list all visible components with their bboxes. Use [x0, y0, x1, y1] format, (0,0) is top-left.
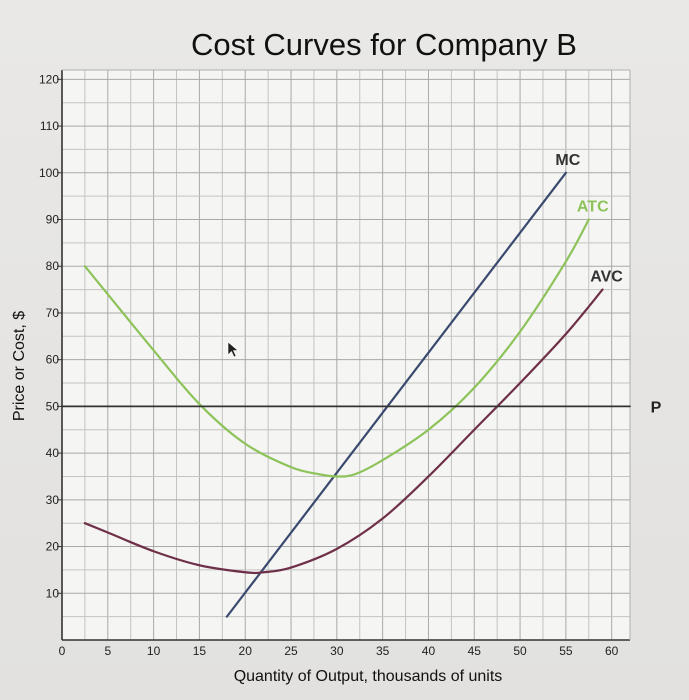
y-tick-label: 50	[46, 399, 60, 413]
plot-background	[62, 70, 630, 640]
y-tick-label: 100	[39, 166, 59, 180]
y-axis-label: Price or Cost, $	[11, 311, 28, 421]
series-label-avc: AVC	[590, 269, 623, 286]
y-tick-label: 120	[39, 72, 59, 86]
x-tick-label: 0	[59, 644, 66, 658]
y-tick-label: 80	[46, 259, 60, 273]
series-line-avc	[83, 288, 604, 575]
x-tick-label: 10	[147, 644, 161, 658]
series-label-mc: MC	[555, 152, 580, 169]
series-label-p: P	[651, 399, 662, 416]
grid	[62, 70, 630, 640]
x-tick-label: 40	[422, 644, 436, 658]
plot-area	[62, 70, 630, 640]
cursor-icon	[227, 341, 239, 358]
y-tick-label: 20	[46, 540, 60, 554]
chart-title: Cost Curves for Company B	[191, 27, 577, 62]
series-line-atc	[83, 218, 590, 478]
series-label-atc: ATC	[577, 199, 609, 216]
x-tick-label: 25	[284, 644, 298, 658]
y-tick-label: 10	[46, 586, 60, 600]
x-tick-label: 35	[376, 644, 390, 658]
y-tick-label: 110	[40, 119, 59, 133]
series-lines	[61, 171, 631, 618]
x-tick-label: 5	[104, 644, 111, 658]
y-tick-labels: 10 20 30 40 50 60 70 80 90 100 110 120	[39, 72, 62, 600]
y-tick-label: 90	[46, 213, 60, 227]
x-tick-labels: 0 5 10 15 20 25 30 35 40 45 50 55 60	[59, 644, 619, 658]
x-tick-label: 45	[468, 644, 482, 658]
axes	[61, 69, 631, 641]
x-tick-label: 15	[193, 644, 207, 658]
y-tick-label: 30	[46, 493, 60, 507]
x-tick-label: 30	[330, 644, 344, 658]
y-tick-label: 70	[46, 306, 60, 320]
y-tick-label: 60	[46, 353, 60, 367]
x-tick-label: 55	[559, 644, 573, 658]
series-line-mc	[225, 171, 567, 618]
series-labels: MC ATC AVC P	[555, 152, 661, 417]
x-axis-label: Quantity of Output, thousands of units	[234, 668, 503, 685]
x-tick-label: 20	[239, 644, 253, 658]
x-tick-label: 50	[513, 644, 527, 658]
y-tick-label: 40	[46, 446, 60, 460]
x-tick-label: 60	[605, 644, 619, 658]
